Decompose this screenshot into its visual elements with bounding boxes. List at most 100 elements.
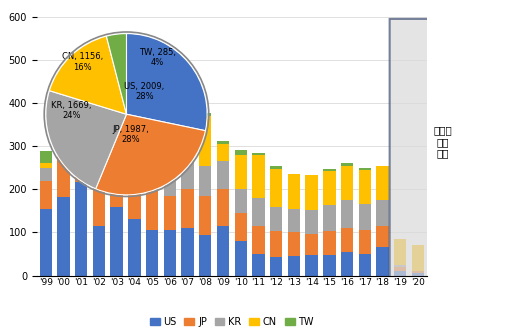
Text: JP, 1987,
28%: JP, 1987, 28% <box>112 125 149 144</box>
Bar <box>93 189 105 226</box>
Bar <box>57 197 70 276</box>
Bar <box>270 257 282 276</box>
Bar <box>376 226 389 248</box>
Bar <box>40 181 52 209</box>
Bar <box>217 226 229 276</box>
Text: TW, 285,
4%: TW, 285, 4% <box>139 48 175 68</box>
Wedge shape <box>96 114 206 195</box>
Bar <box>358 168 371 170</box>
Bar <box>57 138 70 156</box>
Bar <box>288 209 300 233</box>
Bar <box>75 130 87 147</box>
Bar <box>376 200 389 226</box>
Bar <box>217 141 229 144</box>
Bar <box>235 213 247 241</box>
Bar <box>217 161 229 189</box>
Bar <box>252 226 265 254</box>
Bar <box>111 207 123 276</box>
Bar <box>199 166 211 196</box>
Bar <box>93 157 105 163</box>
Bar <box>376 248 389 276</box>
Bar <box>181 109 194 114</box>
Bar <box>358 230 371 254</box>
Text: 미공개
특허
존재: 미공개 특허 존재 <box>433 125 452 159</box>
Bar <box>181 114 194 161</box>
Bar <box>288 174 300 209</box>
Bar <box>199 196 211 235</box>
Bar <box>199 116 211 166</box>
Bar <box>163 196 176 230</box>
Bar <box>199 113 211 116</box>
Bar <box>181 228 194 276</box>
Wedge shape <box>50 36 126 114</box>
Bar <box>323 255 336 276</box>
Bar <box>40 209 52 276</box>
Bar <box>146 166 158 192</box>
Bar <box>306 175 318 210</box>
Bar <box>252 155 265 198</box>
Bar <box>128 219 141 276</box>
Bar <box>128 180 141 219</box>
Text: CN, 1156,
16%: CN, 1156, 16% <box>62 52 103 72</box>
Bar <box>163 163 176 196</box>
Bar <box>163 230 176 276</box>
Bar <box>163 105 176 108</box>
Bar <box>40 163 52 168</box>
Bar <box>412 274 424 276</box>
Bar <box>358 254 371 276</box>
Bar <box>235 151 247 155</box>
Bar <box>217 189 229 226</box>
Bar <box>181 189 194 228</box>
Bar <box>111 169 123 207</box>
Text: US, 2009,
28%: US, 2009, 28% <box>124 82 164 101</box>
Bar <box>163 108 176 163</box>
Bar <box>40 168 52 181</box>
Bar <box>146 160 158 166</box>
Bar <box>93 226 105 276</box>
Bar <box>412 271 424 274</box>
Bar <box>75 181 87 276</box>
Bar <box>288 233 300 256</box>
Bar <box>57 136 70 138</box>
Bar <box>235 155 247 189</box>
Bar <box>75 147 87 181</box>
Wedge shape <box>46 91 126 189</box>
Bar <box>341 163 353 166</box>
Bar <box>270 207 282 231</box>
Bar <box>323 169 336 171</box>
Bar <box>235 189 247 213</box>
Bar <box>217 144 229 161</box>
Bar <box>146 192 158 230</box>
Bar <box>323 205 336 231</box>
Bar <box>57 156 70 197</box>
Bar <box>376 166 389 200</box>
Bar <box>270 169 282 207</box>
Bar <box>394 265 406 267</box>
Bar <box>341 200 353 228</box>
Bar <box>146 230 158 276</box>
Bar <box>235 241 247 276</box>
Bar <box>412 245 424 271</box>
Bar <box>306 234 318 255</box>
Bar <box>306 255 318 276</box>
Bar <box>75 128 87 130</box>
Bar <box>252 153 265 155</box>
Bar <box>323 231 336 255</box>
Wedge shape <box>126 34 207 131</box>
Bar <box>199 235 211 276</box>
Bar <box>341 166 353 200</box>
Wedge shape <box>106 34 126 114</box>
Bar <box>252 254 265 276</box>
Bar <box>111 149 123 169</box>
Legend: US, JP, KR, CN, TW: US, JP, KR, CN, TW <box>146 313 318 331</box>
Bar <box>288 256 300 276</box>
Bar <box>358 204 371 230</box>
Bar <box>128 160 141 180</box>
Bar <box>358 170 371 204</box>
Bar <box>394 267 406 271</box>
Bar <box>394 271 406 276</box>
Bar <box>306 210 318 234</box>
Bar <box>270 166 282 169</box>
FancyBboxPatch shape <box>389 19 460 278</box>
Bar <box>341 228 353 252</box>
